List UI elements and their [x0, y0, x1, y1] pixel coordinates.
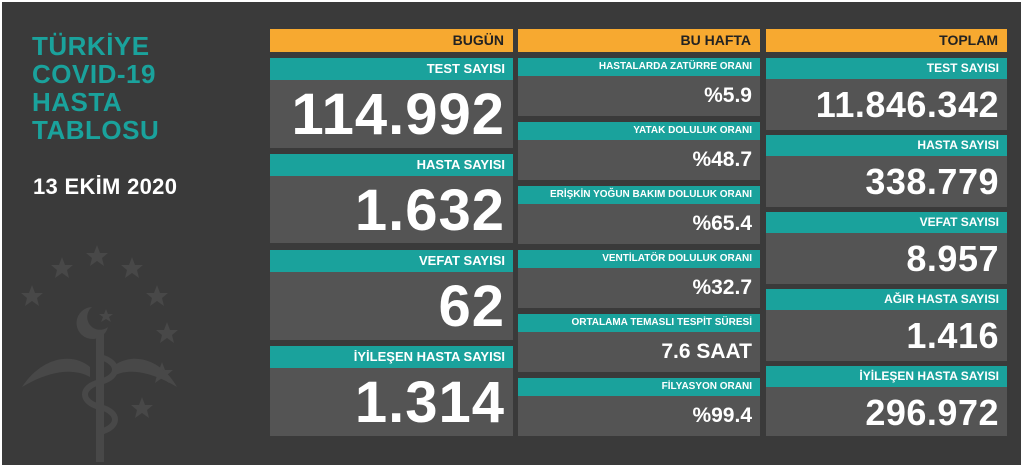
week-bed-occupancy-card: YATAK DOLULUK ORANI %48.7 [518, 122, 760, 180]
card-label: FİLYASYON ORANI [518, 378, 760, 396]
total-recovered-card: İYİLEŞEN HASTA SAYISI 296.972 [766, 366, 1007, 436]
card-label: HASTA SAYISI [270, 154, 513, 176]
card-label: ORTALAMA TEMASLI TESPİT SÜRESİ [518, 314, 760, 332]
page-title: TÜRKİYE COVID-19 HASTA TABLOSU [32, 32, 159, 144]
week-icu-occupancy-card: ERİŞKİN YOĞUN BAKIM DOLULUK ORANI %65.4 [518, 186, 760, 244]
card-label: AĞIR HASTA SAYISI [766, 289, 1007, 310]
today-test-card: TEST SAYISI 114.992 [270, 58, 513, 148]
card-label: YATAK DOLULUK ORANI [518, 122, 760, 140]
card-label: VEFAT SAYISI [270, 250, 513, 272]
card-value: 338.779 [865, 161, 999, 202]
total-heading: TOPLAM [766, 29, 1007, 52]
total-cases-card: HASTA SAYISI 338.779 [766, 135, 1007, 207]
card-label: HASTA SAYISI [766, 135, 1007, 156]
card-value: %32.7 [692, 276, 752, 299]
card-label: VEFAT SAYISI [766, 212, 1007, 233]
card-label: TEST SAYISI [766, 58, 1007, 79]
card-value: %65.4 [692, 212, 752, 235]
today-heading: BUGÜN [270, 29, 513, 52]
card-value: 8.957 [906, 238, 999, 279]
card-value: 296.972 [865, 392, 999, 433]
week-filiation-card: FİLYASYON ORANI %99.4 [518, 378, 760, 436]
today-recovered-card: İYİLEŞEN HASTA SAYISI 1.314 [270, 346, 513, 436]
card-value: 11.846.342 [815, 84, 999, 125]
card-value: 7.6 SAAT [661, 340, 752, 363]
card-value: 1.632 [354, 178, 505, 243]
card-label: İYİLEŞEN HASTA SAYISI [766, 366, 1007, 387]
today-cases-card: HASTA SAYISI 1.632 [270, 154, 513, 243]
title-line-2: COVID-19 [32, 59, 156, 89]
report-date: 13 EKİM 2020 [33, 174, 178, 199]
card-value: 62 [438, 274, 505, 339]
card-value: 1.416 [906, 315, 999, 356]
today-column: BUGÜN TEST SAYISI 114.992 HASTA SAYISI 1… [270, 29, 513, 436]
card-value: %5.9 [704, 84, 752, 107]
card-value: %48.7 [692, 148, 752, 171]
card-label: İYİLEŞEN HASTA SAYISI [270, 346, 513, 368]
card-label: VENTİLATÖR DOLULUK ORANI [518, 250, 760, 268]
week-column: BU HAFTA HASTALARDA ZATÜRRE ORANI %5.9 Y… [518, 29, 760, 436]
title-line-4: TABLOSU [32, 115, 160, 145]
week-heading: BU HAFTA [518, 29, 760, 52]
card-label: ERİŞKİN YOĞUN BAKIM DOLULUK ORANI [518, 186, 760, 204]
total-column: TOPLAM TEST SAYISI 11.846.342 HASTA SAYI… [766, 29, 1007, 436]
card-label: TEST SAYISI [270, 58, 513, 80]
card-value: 1.314 [354, 370, 505, 435]
today-deaths-card: VEFAT SAYISI 62 [270, 250, 513, 340]
ministry-of-health-emblem-icon [21, 245, 178, 462]
total-critical-card: AĞIR HASTA SAYISI 1.416 [766, 289, 1007, 361]
week-pneumonia-card: HASTALARDA ZATÜRRE ORANI %5.9 [518, 58, 760, 116]
title-line-3: HASTA [32, 87, 123, 117]
card-value: %99.4 [692, 404, 752, 427]
card-label: HASTALARDA ZATÜRRE ORANI [518, 58, 760, 76]
card-value: 114.992 [291, 82, 505, 147]
week-contact-time-card: ORTALAMA TEMASLI TESPİT SÜRESİ 7.6 SAAT [518, 314, 760, 372]
title-line-1: TÜRKİYE [32, 31, 150, 61]
total-deaths-card: VEFAT SAYISI 8.957 [766, 212, 1007, 284]
week-ventilator-card: VENTİLATÖR DOLULUK ORANI %32.7 [518, 250, 760, 308]
total-tests-card: TEST SAYISI 11.846.342 [766, 58, 1007, 130]
